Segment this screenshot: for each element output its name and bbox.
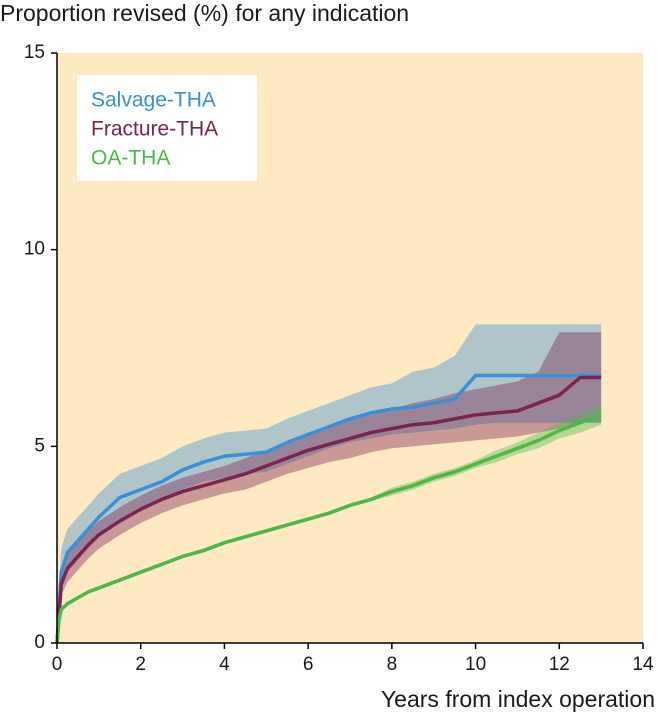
legend-label: Salvage-THA — [91, 89, 216, 112]
survival-line — [55, 375, 602, 644]
y-tick-label: 15 — [24, 42, 45, 63]
x-tick-label: 4 — [219, 654, 230, 675]
legend-box — [77, 75, 257, 181]
x-axis-label: Years from index operation — [381, 686, 655, 712]
y-tick-label: 5 — [34, 435, 45, 456]
x-tick-label: 10 — [465, 654, 486, 675]
survival-line — [55, 373, 602, 644]
x-tick-label: 6 — [303, 654, 314, 675]
confidence-band — [57, 324, 602, 643]
survival-line — [55, 413, 602, 644]
legend-label: OA-THA — [91, 147, 170, 170]
x-tick-label: 12 — [549, 654, 570, 675]
x-tick-label: 8 — [387, 654, 398, 675]
confidence-band — [57, 332, 602, 643]
chart-title: Proportion revised (%) for any indicatio… — [0, 0, 409, 26]
x-tick-label: 14 — [632, 654, 654, 675]
confidence-band — [57, 405, 602, 643]
y-tick-label: 10 — [24, 239, 45, 260]
x-tick-label: 0 — [52, 654, 63, 675]
x-tick-label: 2 — [135, 654, 146, 675]
legend-label: Fracture-THA — [91, 118, 218, 141]
y-tick-label: 0 — [34, 632, 45, 653]
